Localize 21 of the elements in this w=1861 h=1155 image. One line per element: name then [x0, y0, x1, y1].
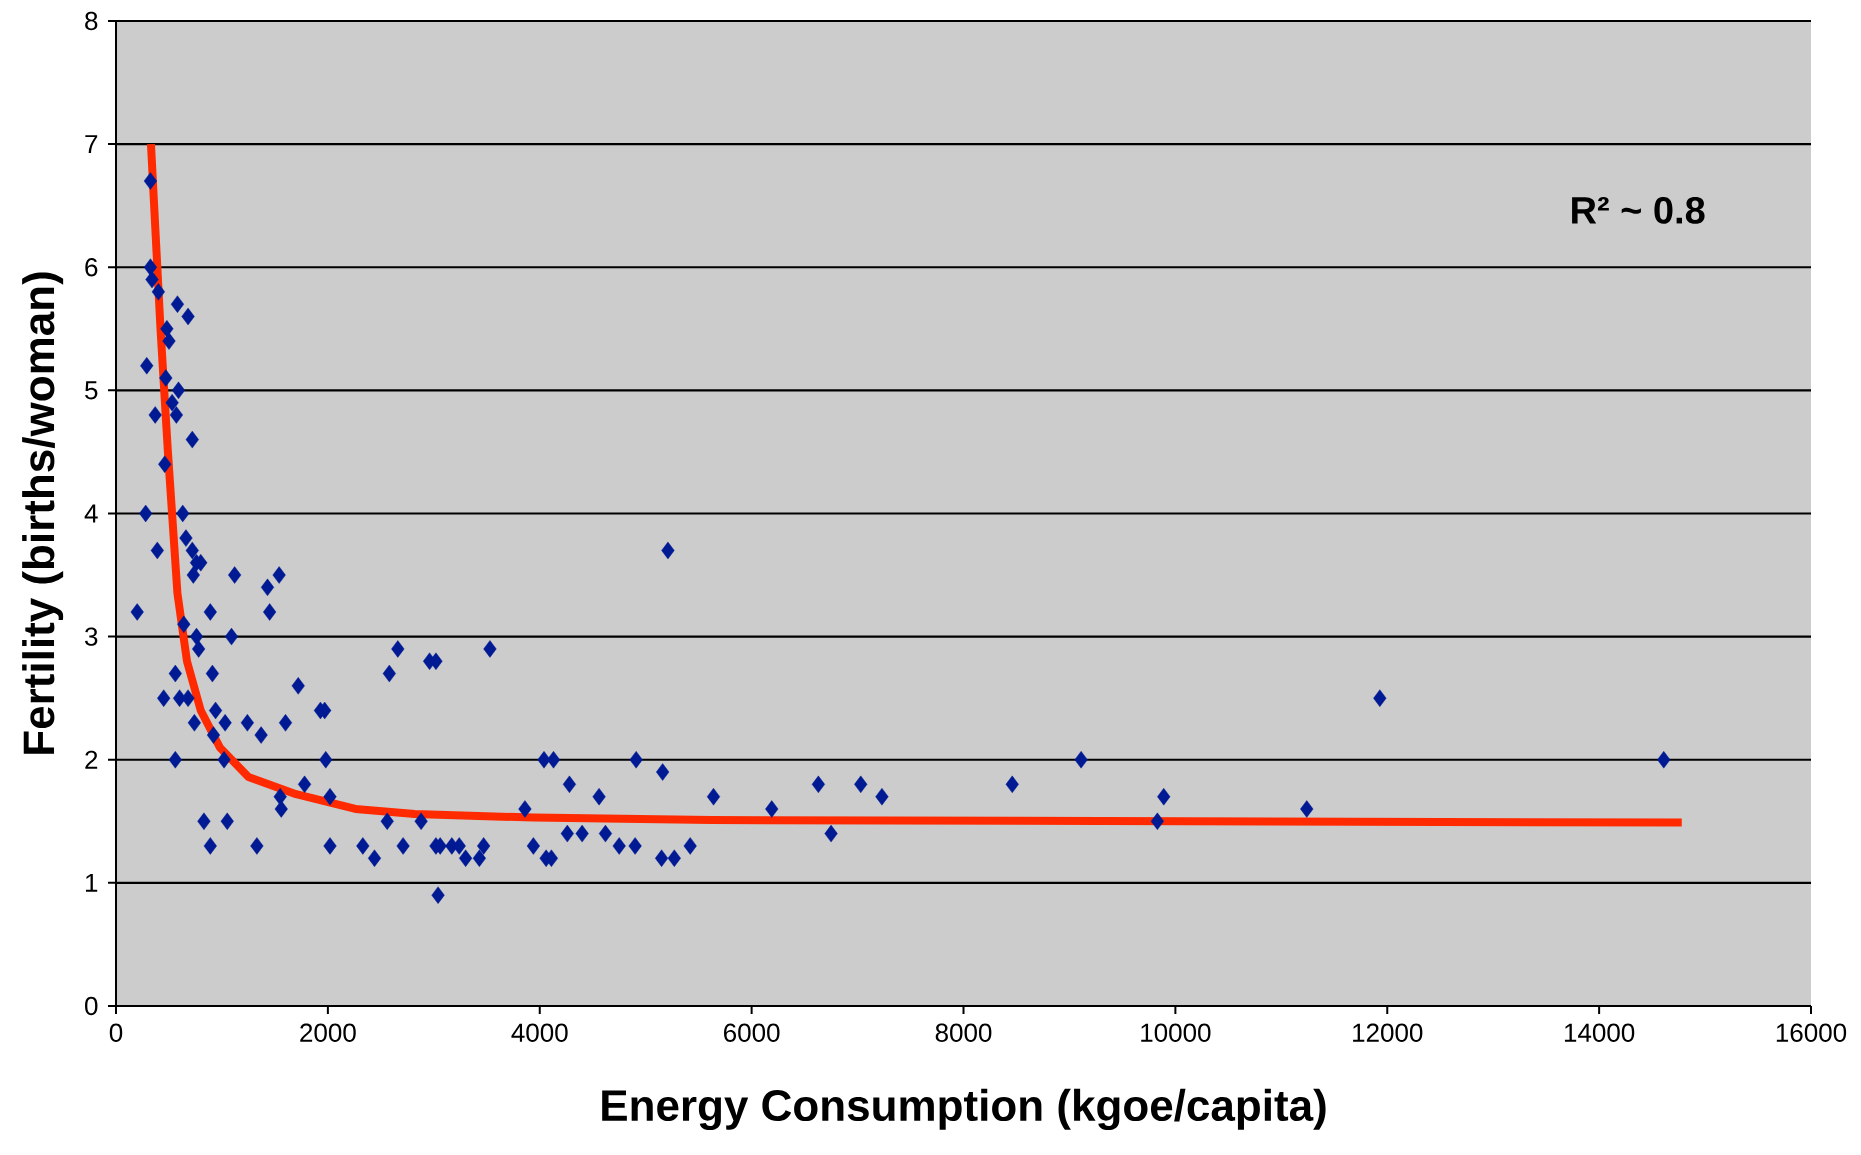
y-tick-label: 0 — [85, 996, 98, 1016]
y-tick-label: 8 — [85, 11, 98, 31]
x-axis-title: Energy Consumption (kgoe/capita) — [602, 1088, 1326, 1130]
y-axis-title: Fertility (births/woman) — [22, 272, 64, 754]
y-tick-label: 7 — [85, 135, 98, 154]
x-tick-label: 2000 — [300, 1023, 356, 1042]
y-tick-label: 6 — [85, 258, 98, 277]
x-tick-label: 0 — [109, 1023, 123, 1042]
y-tick-label: 3 — [85, 627, 98, 646]
x-tick-label: 6000 — [724, 1023, 780, 1042]
x-tick-label: 16000 — [1776, 1023, 1847, 1042]
x-tick-label: 12000 — [1353, 1023, 1423, 1042]
x-tick-label: 8000 — [935, 1023, 992, 1042]
x-tick-label: 14000 — [1564, 1023, 1635, 1042]
y-tick-label: 4 — [84, 504, 98, 523]
y-tick-label: 1 — [85, 873, 98, 892]
y-tick-label: 2 — [85, 750, 98, 769]
y-tick-label: 5 — [85, 381, 98, 400]
x-tick-label: 4000 — [511, 1023, 568, 1042]
annotation: R² ~ 0.8 — [1572, 196, 1705, 224]
x-tick-label: 10000 — [1141, 1023, 1211, 1042]
